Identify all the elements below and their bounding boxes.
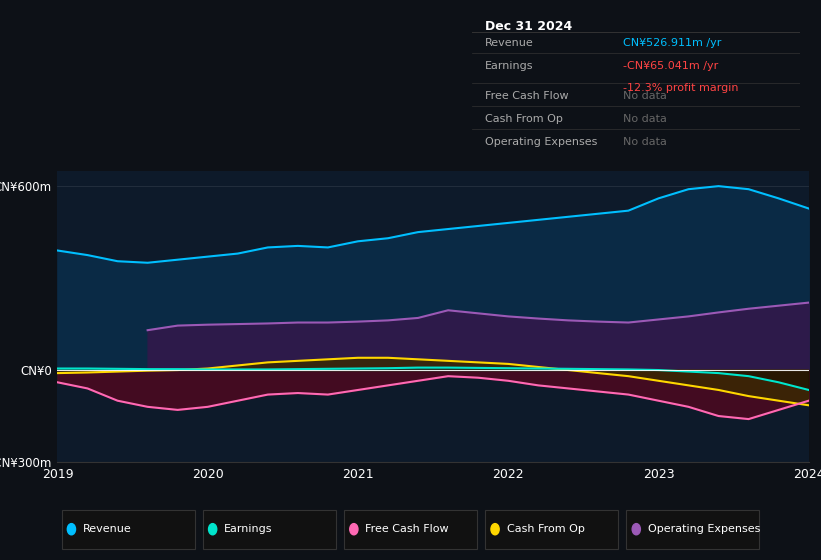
Text: -CN¥65.041m /yr: -CN¥65.041m /yr: [623, 61, 718, 71]
Text: Earnings: Earnings: [485, 61, 534, 71]
Text: -12.3% profit margin: -12.3% profit margin: [623, 83, 739, 93]
Text: Revenue: Revenue: [485, 38, 534, 48]
Text: No data: No data: [623, 91, 667, 101]
Text: Earnings: Earnings: [224, 524, 273, 534]
Text: Operating Expenses: Operating Expenses: [485, 137, 598, 147]
Text: No data: No data: [623, 137, 667, 147]
Text: Operating Expenses: Operating Expenses: [648, 524, 760, 534]
Text: Cash From Op: Cash From Op: [485, 114, 563, 124]
Text: Dec 31 2024: Dec 31 2024: [485, 20, 572, 33]
Text: Free Cash Flow: Free Cash Flow: [485, 91, 569, 101]
Text: No data: No data: [623, 114, 667, 124]
Text: Revenue: Revenue: [83, 524, 131, 534]
Text: CN¥526.911m /yr: CN¥526.911m /yr: [623, 38, 722, 48]
Text: Cash From Op: Cash From Op: [507, 524, 585, 534]
Text: Free Cash Flow: Free Cash Flow: [365, 524, 449, 534]
